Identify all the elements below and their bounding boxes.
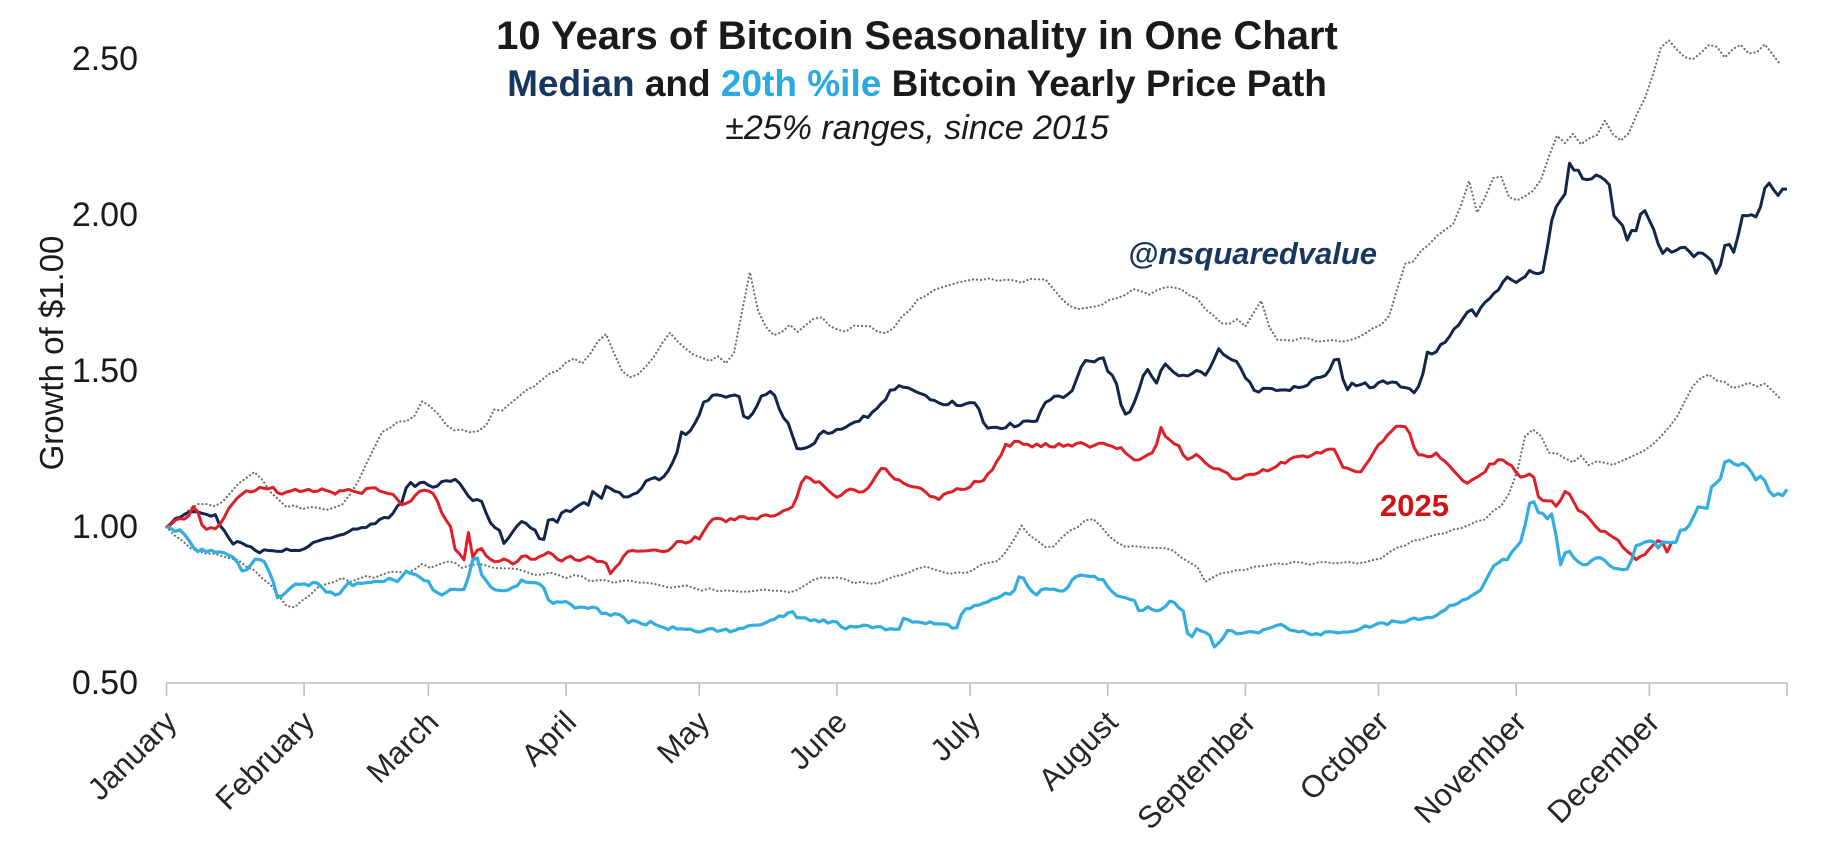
svg-text:Growth of $1.00: Growth of $1.00 <box>33 236 70 471</box>
svg-text:±25% ranges, since 2015: ±25% ranges, since 2015 <box>725 109 1109 147</box>
svg-text:2.50: 2.50 <box>72 40 138 78</box>
svg-text:0.50: 0.50 <box>72 664 138 702</box>
svg-text:2.00: 2.00 <box>72 196 138 234</box>
svg-text:Median and 20th %ile Bitcoin Y: Median and 20th %ile Bitcoin Yearly Pric… <box>507 63 1327 104</box>
svg-text:@nsquaredvalue: @nsquaredvalue <box>1128 236 1377 271</box>
svg-text:1.00: 1.00 <box>72 508 138 546</box>
svg-text:2025: 2025 <box>1380 488 1449 523</box>
svg-text:1.50: 1.50 <box>72 352 138 390</box>
svg-text:10 Years of Bitcoin Seasonalit: 10 Years of Bitcoin Seasonality in One C… <box>496 14 1338 58</box>
